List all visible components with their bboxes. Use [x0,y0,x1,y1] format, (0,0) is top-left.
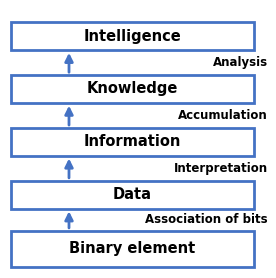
Text: Association of bits: Association of bits [145,213,268,226]
FancyBboxPatch shape [11,181,254,208]
FancyBboxPatch shape [11,22,254,50]
Text: Binary element: Binary element [69,241,196,256]
Text: Intelligence: Intelligence [84,29,181,44]
Text: Accumulation: Accumulation [178,109,268,122]
Text: Analysis: Analysis [213,56,268,69]
FancyBboxPatch shape [11,128,254,156]
FancyBboxPatch shape [11,75,254,103]
Text: Knowledge: Knowledge [87,81,178,96]
Text: Data: Data [113,187,152,202]
Text: Information: Information [84,134,181,149]
Text: Interpretation: Interpretation [174,162,268,175]
FancyBboxPatch shape [11,231,254,267]
